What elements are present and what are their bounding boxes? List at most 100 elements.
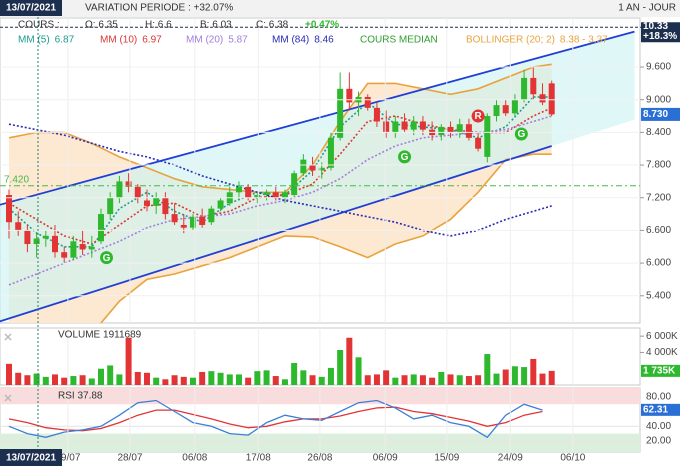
volume-bar xyxy=(199,371,206,385)
legend-value: 6.87 xyxy=(55,35,75,46)
close-icon xyxy=(4,394,12,402)
legend-value: 6.97 xyxy=(142,35,162,46)
y-tick-label: 20.00 xyxy=(646,436,671,447)
legend-name: COURS MEDIAN xyxy=(360,35,438,46)
volume-bar xyxy=(97,368,104,385)
rsi-last-label: 62.31 xyxy=(643,404,668,415)
volume-bar xyxy=(235,374,242,385)
level-label: 7.420 xyxy=(4,174,29,185)
candle-body xyxy=(33,238,40,245)
candle-body xyxy=(107,197,114,215)
volume-bar xyxy=(337,349,344,385)
volume-bar xyxy=(125,337,132,385)
volume-bar xyxy=(153,377,160,385)
rsi-signal xyxy=(8,406,543,432)
volume-bar xyxy=(539,373,546,385)
volume-bar xyxy=(245,377,252,385)
main-layer xyxy=(0,30,635,323)
y-tick-label: 80.00 xyxy=(646,391,671,402)
volume-bar xyxy=(309,375,316,385)
volume-bar xyxy=(327,367,334,385)
signal-label: G xyxy=(517,129,525,140)
volume-bar xyxy=(33,373,40,385)
candle-body xyxy=(539,94,546,103)
candle-body xyxy=(88,246,95,250)
panel-icons xyxy=(4,333,12,402)
candle-body xyxy=(484,116,491,157)
signal-marker xyxy=(398,150,412,164)
signal-label: G xyxy=(103,253,111,264)
volume-bar xyxy=(465,376,472,385)
volume-bar xyxy=(143,372,150,385)
legend-value: 8.38 - 3.37 xyxy=(560,35,608,46)
level-change: +18.3% xyxy=(643,31,677,42)
y-tick-label: 8.400 xyxy=(646,127,671,138)
volume-bar xyxy=(521,367,528,385)
y-tick-label: 7.200 xyxy=(646,192,671,203)
change-label: +0.47% xyxy=(305,20,339,31)
volume-bar xyxy=(346,337,353,385)
volume-bar xyxy=(548,370,555,385)
candle-body xyxy=(309,165,316,171)
volume-bar xyxy=(42,376,49,385)
volume-bar xyxy=(493,373,500,385)
x-tick-label: 26/08 xyxy=(307,453,332,464)
level-label: 10.33 xyxy=(643,21,668,32)
volume-bar xyxy=(272,376,279,385)
close-icon xyxy=(4,333,12,341)
candle-body xyxy=(180,224,187,228)
volume-bar xyxy=(410,374,417,385)
volume-bar xyxy=(52,374,59,385)
legend-name: BOLLINGER (20; 2) xyxy=(466,35,555,46)
candle-body xyxy=(465,124,472,138)
legend-name: MM (84) xyxy=(272,35,309,46)
volume-bar xyxy=(364,375,371,385)
volume-bar xyxy=(134,371,141,385)
volume-bar xyxy=(15,372,22,385)
candle-body xyxy=(502,105,509,114)
candle-body xyxy=(530,77,537,95)
volume-bar xyxy=(419,375,426,385)
ohlc-legend: COURS : xyxy=(18,20,60,31)
rsi-title: RSI 37.88 xyxy=(58,391,103,402)
volume-bar xyxy=(107,365,114,385)
volume-bar xyxy=(502,369,509,385)
ohlc-legend: O: 6.35 xyxy=(85,20,118,31)
volume-bar xyxy=(456,375,463,385)
volume-bar xyxy=(447,374,454,385)
candle-body xyxy=(364,96,371,108)
candle-body xyxy=(281,192,288,198)
candle-body xyxy=(419,121,426,130)
legend-name: MM (5) xyxy=(18,35,50,46)
candle-body xyxy=(327,137,334,168)
y-tick-label: 9.600 xyxy=(646,62,671,73)
volume-bar xyxy=(171,375,178,385)
volume-bar xyxy=(180,376,187,385)
candle-body xyxy=(475,137,482,149)
candle-body xyxy=(116,181,123,198)
last-price-label: 8.730 xyxy=(643,109,668,120)
volume-bar xyxy=(392,377,399,385)
volume-bar xyxy=(475,375,482,385)
volume-bar xyxy=(355,357,362,385)
volume-bar xyxy=(429,377,436,385)
rsi-last-box xyxy=(641,403,680,416)
candle-body xyxy=(162,197,169,215)
y-tick-label: 5.400 xyxy=(646,290,671,301)
candle-body xyxy=(401,121,408,130)
volume-bar xyxy=(383,370,390,385)
candle-body xyxy=(272,192,279,198)
ohlc-legend: C: 6.38 xyxy=(256,20,289,31)
volume-bar xyxy=(438,371,445,385)
candle-body xyxy=(383,121,390,133)
legend-name: MM (20) xyxy=(186,35,223,46)
y-tick-label: 4 000K xyxy=(646,347,678,358)
date-box xyxy=(0,0,62,16)
volume-bar xyxy=(88,378,95,385)
y-tick-label: 6.000 xyxy=(646,258,671,269)
y-tick-label: 9.000 xyxy=(646,94,671,105)
x-tick-label: 28/07 xyxy=(117,453,142,464)
signal-marker xyxy=(100,251,114,265)
cursor-date-box xyxy=(0,449,62,466)
